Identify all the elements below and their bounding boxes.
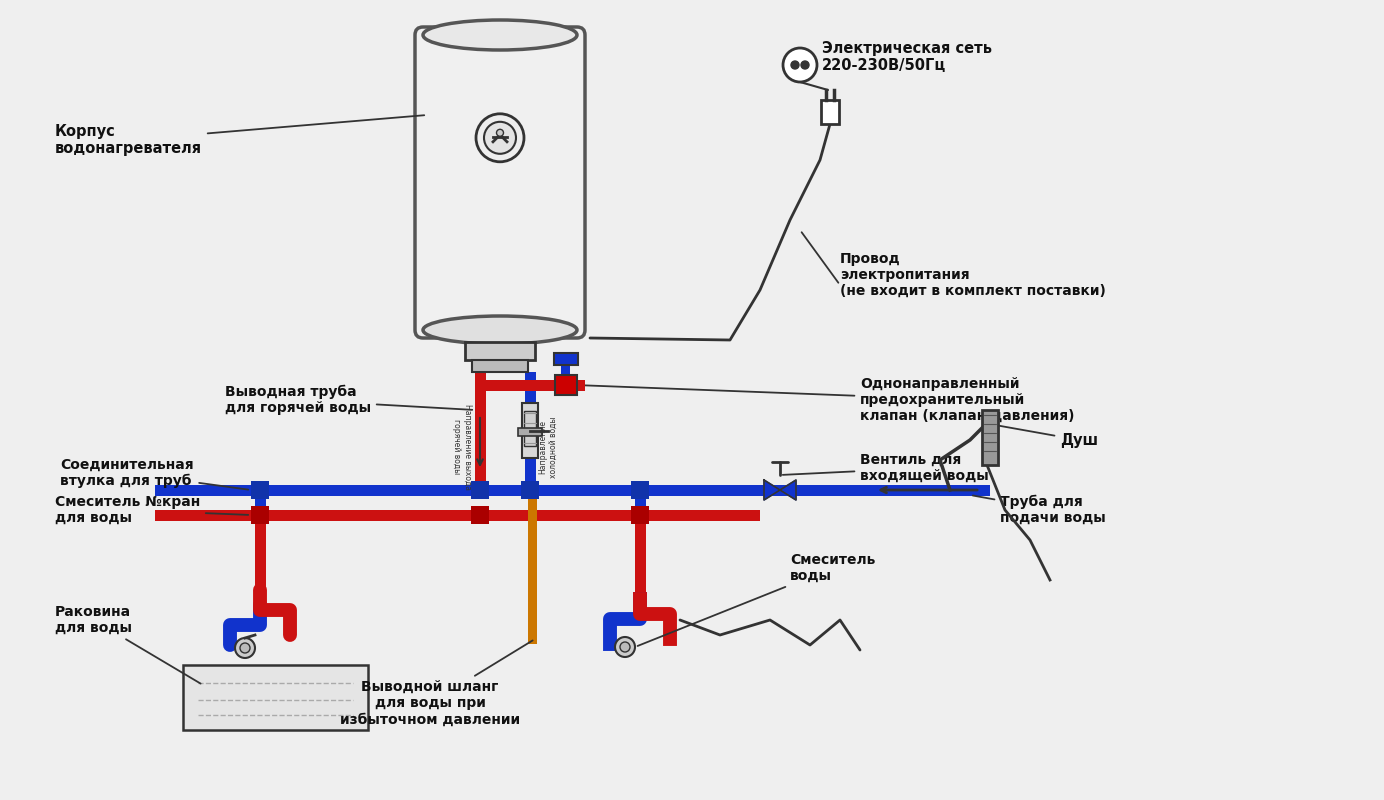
Bar bbox=[522, 403, 538, 458]
Text: Вентиль для
входящей воды: Вентиль для входящей воды bbox=[783, 453, 988, 483]
Circle shape bbox=[614, 637, 635, 657]
Bar bbox=[155, 485, 871, 496]
Bar bbox=[561, 360, 570, 378]
Text: Раковина
для воды: Раковина для воды bbox=[55, 605, 201, 683]
Ellipse shape bbox=[424, 20, 577, 50]
Bar bbox=[520, 481, 538, 499]
Circle shape bbox=[792, 61, 799, 69]
Text: Труба для
подачи воды: Труба для подачи воды bbox=[973, 494, 1106, 526]
Text: Направление
холодной воды: Направление холодной воды bbox=[538, 416, 558, 478]
Bar bbox=[871, 485, 990, 496]
Bar bbox=[631, 506, 649, 524]
Bar bbox=[472, 360, 529, 372]
Bar bbox=[465, 342, 536, 360]
Circle shape bbox=[783, 48, 817, 82]
Polygon shape bbox=[781, 480, 796, 500]
Bar bbox=[471, 506, 489, 524]
Bar bbox=[251, 481, 268, 499]
Bar bbox=[635, 524, 646, 599]
Circle shape bbox=[235, 638, 255, 658]
Circle shape bbox=[620, 642, 630, 652]
Text: Однонаправленный
предохранительный
клапан (клапан давления): Однонаправленный предохранительный клапа… bbox=[577, 377, 1074, 423]
Bar bbox=[255, 524, 266, 600]
Text: Выводная труба
для горячей воды: Выводная труба для горячей воды bbox=[226, 385, 472, 415]
Bar bbox=[475, 372, 486, 490]
Bar bbox=[631, 481, 649, 499]
Ellipse shape bbox=[424, 316, 577, 344]
Bar bbox=[525, 372, 536, 490]
Bar bbox=[251, 506, 268, 524]
Text: Направление выхода
горячей воды: Направление выхода горячей воды bbox=[453, 404, 472, 490]
Bar bbox=[983, 410, 998, 465]
Text: Электрическая сеть
220-230В/50Гц: Электрическая сеть 220-230В/50Гц bbox=[822, 41, 992, 74]
Bar bbox=[471, 481, 489, 499]
Text: Душ: Душ bbox=[998, 426, 1098, 447]
Bar bbox=[529, 499, 537, 644]
Bar bbox=[475, 380, 585, 391]
Bar bbox=[635, 499, 646, 599]
Text: Корпус
водонагревателя: Корпус водонагревателя bbox=[55, 115, 425, 156]
Text: Провод
электропитания
(не входит в комплект поставки): Провод электропитания (не входит в компл… bbox=[840, 252, 1106, 298]
Text: Соединительная
втулка для труб: Соединительная втулка для труб bbox=[60, 458, 248, 490]
Bar bbox=[518, 428, 543, 436]
Text: Смеситель
воды: Смеситель воды bbox=[638, 553, 875, 646]
Bar bbox=[821, 100, 839, 124]
Bar bbox=[554, 353, 579, 365]
Circle shape bbox=[497, 130, 504, 136]
Bar bbox=[183, 665, 368, 730]
Polygon shape bbox=[764, 480, 781, 500]
Text: Смеситель №кран
для воды: Смеситель №кран для воды bbox=[55, 495, 248, 525]
Bar bbox=[525, 411, 536, 446]
Circle shape bbox=[801, 61, 810, 69]
Text: Выводной шланг
для воды при
избыточном давлении: Выводной шланг для воды при избыточном д… bbox=[340, 641, 533, 726]
Circle shape bbox=[484, 122, 516, 154]
FancyBboxPatch shape bbox=[415, 27, 585, 338]
Circle shape bbox=[476, 114, 525, 162]
Circle shape bbox=[239, 643, 251, 653]
Bar bbox=[255, 499, 266, 620]
Bar bbox=[155, 510, 760, 521]
Bar bbox=[555, 375, 577, 395]
